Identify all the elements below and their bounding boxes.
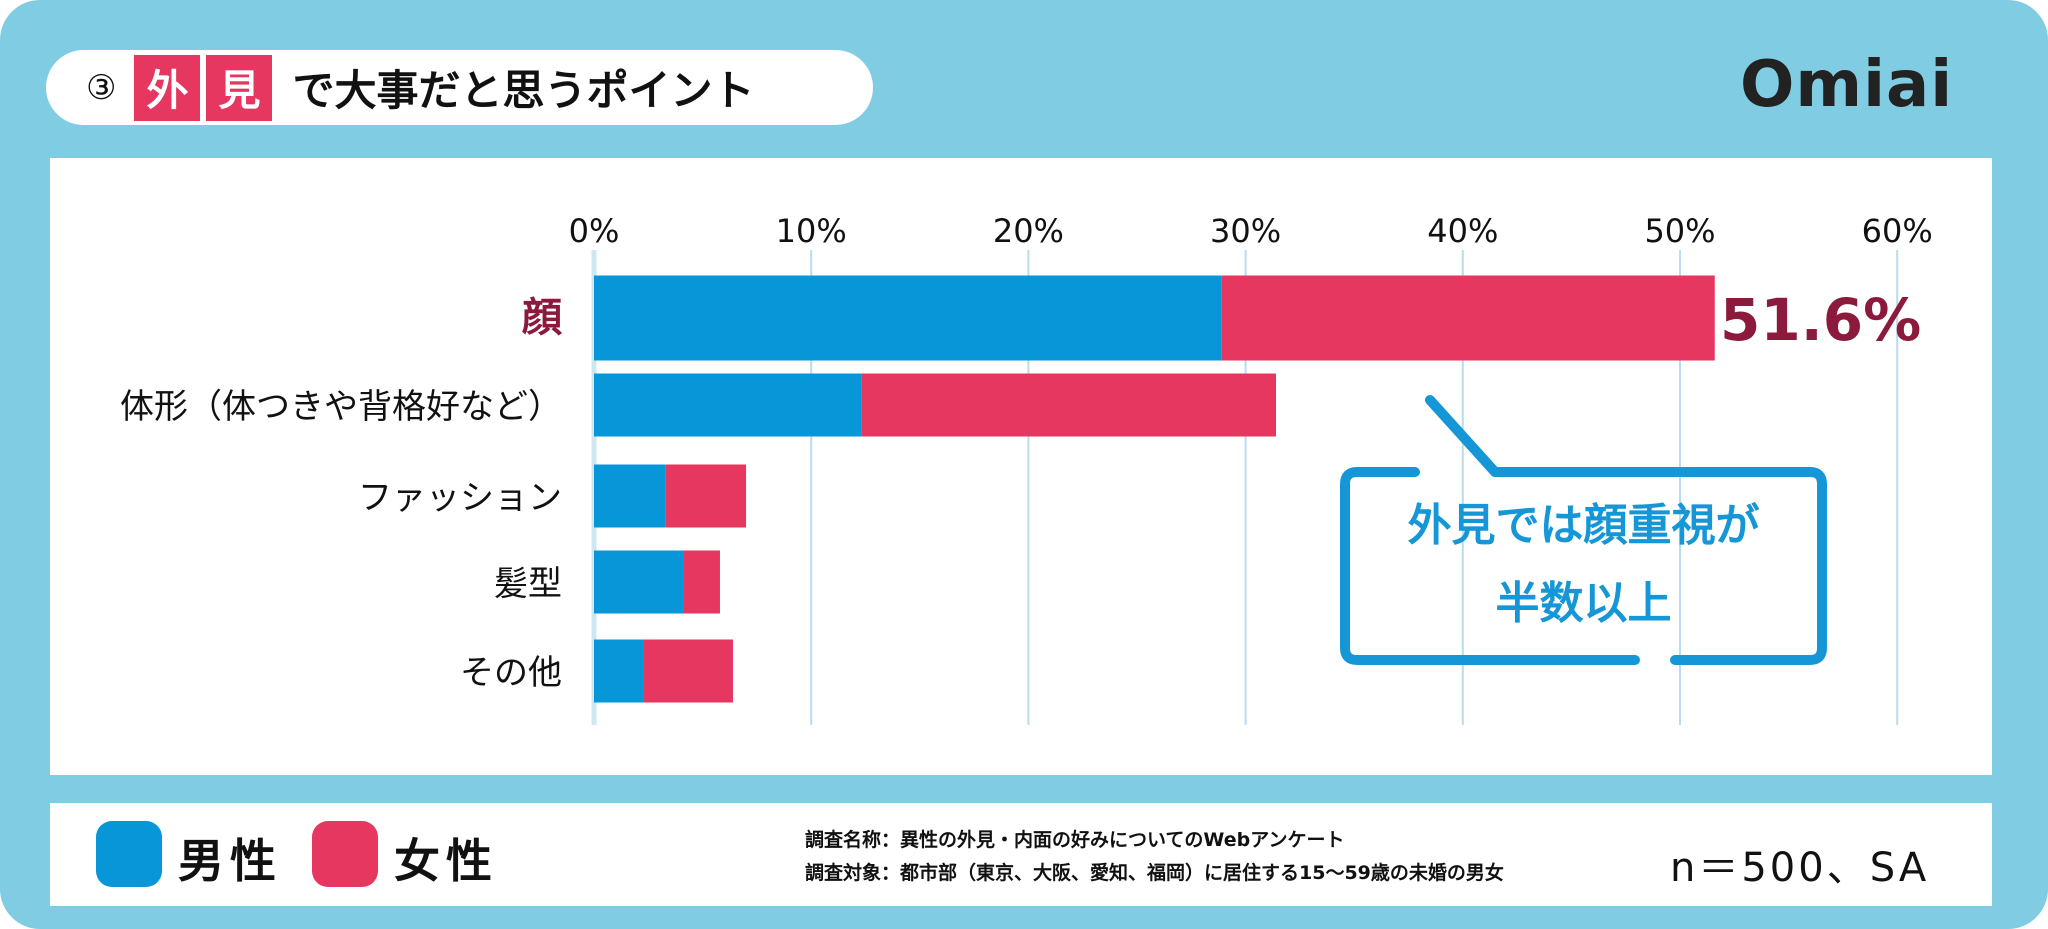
legend-panel: 男性 女性 調査名称：異性の外見・内面の好みについてのWebアンケート 調査対象… [50,803,1992,906]
bar-male [594,639,644,703]
bar-female [683,550,720,614]
callout-text: 半数以上 [1496,578,1672,629]
x-tick-label: 0% [569,212,620,250]
x-tick-label: 30% [1210,212,1281,250]
legend-label-male: 男性 [178,834,282,888]
bar-male [594,550,684,614]
x-tick-label: 50% [1644,212,1715,250]
data-label: 51.6% [1720,286,1921,354]
callout-bubble [1340,395,1827,665]
bar-female [665,464,747,528]
category-label: 顔 [522,295,562,341]
bar-female [1221,275,1715,361]
title-number: ③ [86,67,117,108]
bar-male [594,373,862,437]
x-tick-label: 40% [1427,212,1498,250]
bar-chart: 0% 10% 20% 30% 40% 50% 60% 顔体形（体つきや背格好など） ファッション… [120,212,1933,725]
omiai-logo: Omiai [1740,48,1954,122]
legend-swatch-female [312,821,378,887]
chart-panel: 0% 10% 20% 30% 40% 50% 60% 顔体形（体つきや背格好など） ファッション… [50,158,1992,775]
survey-name: 調査名称：異性の外見・内面の好みについてのWebアンケート [805,829,1345,851]
bar-female [643,639,734,703]
chart-title: ③ 外 見 で大事だと思うポイント [46,50,873,125]
bar-male [594,275,1222,361]
title-highlight-2: 見 [206,54,273,121]
category-label: 髪型 [494,564,562,604]
legend-label-female: 女性 [394,834,498,888]
x-tick-label: 60% [1862,212,1933,250]
category-label: ファッション [358,478,562,518]
title-text: で大事だと思うポイント [292,66,755,115]
legend-swatch-male [96,821,162,887]
bar-male [594,464,666,528]
category-label: その他 [460,653,562,693]
category-label: 体形（体つきや背格好など） [120,387,562,427]
sample-size: n＝500、SA [1670,845,1930,891]
title-highlight-1: 外 [134,54,201,121]
callout-text: 外見では顔重視が [1408,500,1760,551]
x-tick-label: 10% [776,212,847,250]
bar-female [861,373,1277,437]
survey-target: 調査対象：都市部（東京、大阪、愛知、福岡）に居住する15～59歳の未婚の男女 [805,862,1504,884]
x-tick-label: 20% [993,212,1064,250]
